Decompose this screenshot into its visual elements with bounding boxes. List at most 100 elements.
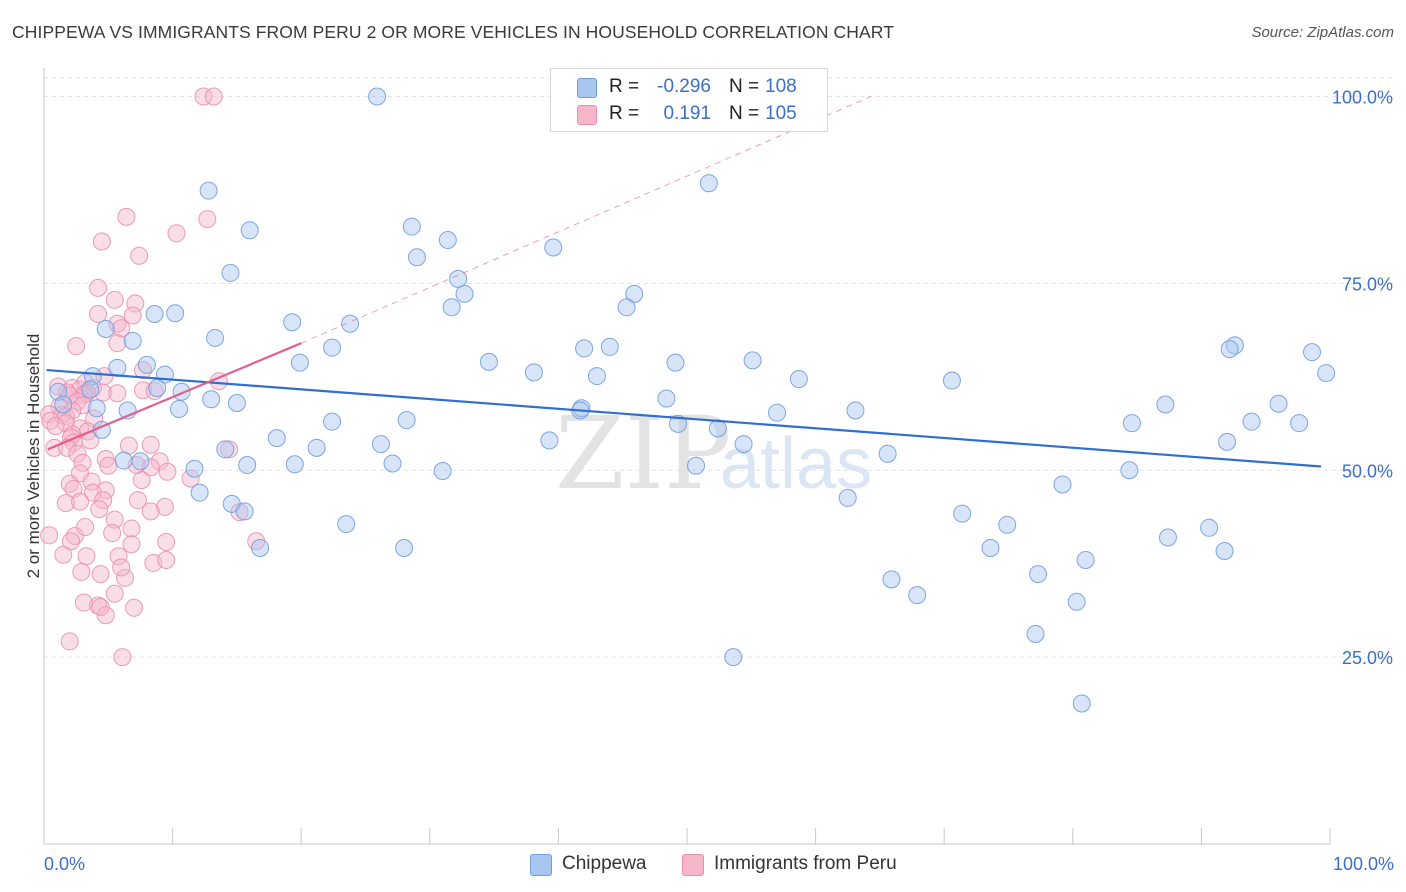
legend-label: Chippewa bbox=[562, 853, 647, 874]
peru-point bbox=[72, 562, 91, 581]
peru-swatch bbox=[682, 854, 704, 876]
chippewa-point bbox=[114, 451, 133, 470]
chippewa-point bbox=[251, 538, 270, 557]
axes bbox=[43, 68, 1331, 845]
chippewa-point bbox=[953, 504, 972, 523]
chippewa-point bbox=[544, 238, 563, 257]
chippewa-point bbox=[337, 515, 356, 534]
chippewa-point bbox=[540, 431, 559, 450]
peru-point bbox=[141, 458, 160, 477]
chippewa-point bbox=[998, 515, 1017, 534]
chippewa-point bbox=[1158, 528, 1177, 547]
chippewa-point bbox=[575, 339, 594, 358]
peru-point bbox=[41, 411, 60, 430]
peru-point bbox=[99, 456, 118, 475]
chippewa-point bbox=[285, 455, 304, 474]
peru-point bbox=[117, 207, 136, 226]
legend-row-chippewa: R = -0.296 N = 108 bbox=[551, 73, 827, 101]
trend-lines bbox=[46, 96, 1322, 468]
watermark-atlas: atlas bbox=[720, 424, 872, 504]
chippewa-point bbox=[283, 313, 302, 332]
chippewa-point bbox=[199, 181, 218, 200]
peru-point bbox=[91, 598, 110, 617]
chippewa-point bbox=[307, 438, 326, 457]
peru-point bbox=[157, 533, 176, 552]
chippewa-point bbox=[1220, 340, 1239, 359]
peru-point bbox=[126, 294, 145, 313]
chippewa-point bbox=[789, 370, 808, 389]
r-value: -0.296 bbox=[657, 76, 711, 97]
chippewa-point bbox=[1200, 518, 1219, 537]
r-label: R = bbox=[609, 103, 640, 124]
peru-point bbox=[89, 278, 108, 297]
chippewa-point bbox=[1029, 565, 1048, 584]
chippewa-point bbox=[96, 319, 115, 338]
chippewa-point bbox=[438, 231, 457, 250]
chippewa-point bbox=[108, 358, 127, 377]
tick-labels: 100.0% 75.0% 50.0% 25.0% 0.0% 100.0% bbox=[44, 88, 1394, 875]
chippewa-point bbox=[838, 488, 857, 507]
peru-point bbox=[67, 337, 86, 356]
peru-point bbox=[60, 632, 79, 651]
peru-trend-extension bbox=[301, 96, 872, 344]
chippewa-point bbox=[1317, 364, 1336, 383]
chippewa-point bbox=[1076, 550, 1095, 569]
chippewa-point bbox=[442, 298, 461, 317]
legend-label: Immigrants from Peru bbox=[714, 853, 897, 874]
chippewa-point bbox=[323, 338, 342, 357]
n-label: N = bbox=[729, 103, 760, 124]
peru-point bbox=[76, 518, 95, 537]
peru-point bbox=[91, 565, 110, 584]
stats-legend: R = -0.296 N = 108 R = 0.191 N = 105 bbox=[550, 68, 828, 132]
chippewa-swatch bbox=[577, 78, 597, 98]
chippewa-point bbox=[216, 440, 235, 459]
chippewa-point bbox=[166, 304, 185, 323]
chippewa-swatch bbox=[530, 854, 552, 876]
chippewa-point bbox=[190, 483, 209, 502]
peru-point bbox=[62, 532, 81, 551]
chippewa-point bbox=[123, 331, 142, 350]
peru-point bbox=[158, 462, 177, 481]
legend-row-peru: R = 0.191 N = 105 bbox=[551, 100, 827, 128]
peru-point bbox=[181, 469, 200, 488]
peru-point bbox=[119, 436, 138, 455]
chippewa-point bbox=[668, 414, 687, 433]
chippewa-trend-line bbox=[46, 368, 1322, 468]
peru-point bbox=[122, 519, 141, 538]
chippewa-point bbox=[1302, 343, 1321, 362]
chippewa-point bbox=[1269, 394, 1288, 413]
chippewa-point bbox=[1072, 694, 1091, 713]
chippewa-point bbox=[768, 403, 787, 422]
peru-point bbox=[145, 382, 164, 401]
chippewa-point bbox=[625, 284, 644, 303]
chippewa-point bbox=[341, 314, 360, 333]
chippewa-point bbox=[407, 248, 426, 267]
peru-point bbox=[141, 502, 160, 521]
peru-point bbox=[103, 524, 122, 543]
peru-point bbox=[74, 593, 93, 612]
chippewa-point bbox=[148, 379, 167, 398]
peru-point bbox=[150, 452, 169, 471]
chippewa-point bbox=[666, 353, 685, 372]
peru-point bbox=[90, 500, 109, 519]
chippewa-point bbox=[81, 380, 100, 399]
r-label: R = bbox=[609, 76, 640, 97]
chippewa-point bbox=[455, 284, 474, 303]
chippewa-point bbox=[1215, 541, 1234, 560]
peru-point bbox=[204, 87, 223, 106]
chippewa-point bbox=[1290, 414, 1309, 433]
y-tick-label: 50.0% bbox=[1342, 461, 1393, 481]
source-note: Source: ZipAtlas.com bbox=[1251, 24, 1394, 41]
chippewa-point bbox=[54, 395, 73, 414]
chippewa-point bbox=[227, 393, 246, 412]
peru-point bbox=[108, 384, 127, 403]
chippewa-point bbox=[1053, 475, 1072, 494]
chippewa-point bbox=[267, 429, 286, 448]
peru-point bbox=[68, 444, 87, 463]
peru-point bbox=[220, 440, 239, 459]
peru-point bbox=[167, 224, 186, 243]
chippewa-point bbox=[1242, 412, 1261, 431]
chippewa-point bbox=[1156, 395, 1175, 414]
chippewa-point bbox=[395, 538, 414, 557]
y-tick-label: 100.0% bbox=[1332, 88, 1393, 108]
